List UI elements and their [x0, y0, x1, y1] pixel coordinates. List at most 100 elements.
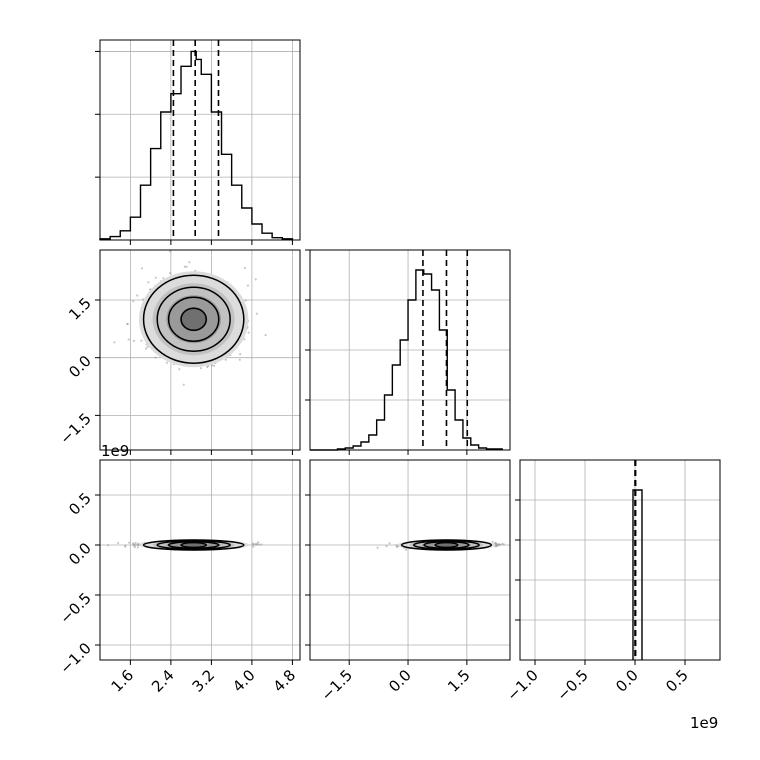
row3-y-label-2: −0.5 [56, 589, 94, 627]
scatter-1-point [169, 272, 172, 275]
hist-3-frame [519, 459, 721, 661]
scatter-1-point [199, 367, 202, 370]
hist-1-frame [99, 39, 301, 241]
col1-x-label-4: 4.8 [270, 666, 300, 696]
scatter-1-point [132, 300, 135, 303]
hist-2-frame [309, 249, 511, 451]
col3-x-label-1: −0.5 [553, 666, 591, 704]
scatter-1-point [183, 265, 186, 268]
scatter-1-point [147, 281, 150, 284]
scatter-3-point [388, 542, 391, 545]
col3-x-label-0: −1.0 [503, 666, 541, 704]
scatter-2-point [133, 544, 136, 547]
scatter-1-point [213, 364, 216, 367]
scatter-1-contour-3 [142, 274, 245, 364]
scatter-2-point [257, 541, 260, 544]
row2-y-offset-label: 1e9 [101, 442, 129, 460]
scatter-2-point [132, 542, 135, 545]
scatter-1-point [254, 278, 257, 281]
scatter-1-point [188, 261, 191, 264]
scatter-3-contour-3 [400, 539, 493, 551]
col1-x-label-3: 4.0 [229, 666, 259, 696]
scatter-1-point [247, 331, 250, 334]
col1-x-label-1: 2.4 [148, 666, 178, 696]
scatter-3-point [385, 545, 388, 548]
scatter-1-point [264, 334, 267, 337]
scatter-3-point [502, 543, 505, 546]
hist-1-step [99, 50, 294, 240]
scatter-1-point [243, 266, 246, 270]
scatter-1-point [246, 284, 249, 287]
scatter-3-point [405, 548, 408, 551]
row2-y-label-1: 0.0 [65, 352, 95, 382]
scatter-1-contour-1 [167, 296, 220, 342]
scatter-1-contour-0 [180, 307, 207, 331]
scatter-1-point [243, 338, 246, 341]
row3-y-label-0: 0.5 [65, 489, 95, 519]
scatter-2-point [252, 545, 255, 548]
scatter-1-frame [99, 249, 301, 451]
scatter-1-point [127, 338, 130, 341]
col2-x-label-2: 1.5 [444, 666, 474, 696]
tick-labels-layer: 1.6 2.4 3.2 4.0 4.8 −1.5 0.0 1.5 −1.0 −0.5 0.0 0.5 1… [56, 294, 691, 704]
panels-layer [95, 39, 721, 665]
scatter-2-point [124, 545, 127, 548]
col2-x-label-1: 0.0 [385, 666, 415, 696]
scatter-2-contour-0 [180, 541, 207, 549]
scatter-1-point [244, 299, 247, 302]
scatter-2-contour-2 [156, 540, 231, 550]
col3-x-label-3: 0.5 [662, 666, 692, 696]
scatter-3-point [376, 546, 379, 549]
scatter-1-contour-2 [156, 286, 231, 352]
scatter-3-point [491, 540, 494, 543]
scatter-2-point [117, 541, 120, 545]
row2-y-label-0: 1.5 [65, 294, 95, 324]
hist-2-step [310, 269, 503, 451]
scatter-3-contour-0 [434, 541, 459, 549]
scatter-1-point [140, 267, 144, 270]
scatter-2-point [128, 541, 131, 544]
col1-x-label-2: 3.2 [189, 666, 219, 696]
scatter-1-point [178, 368, 181, 371]
scatter-1-point [238, 358, 241, 361]
scatter-2-point [136, 546, 139, 549]
hist-3-step [632, 489, 643, 660]
scatter-2-point [260, 543, 263, 546]
scatter-2-point [106, 544, 110, 547]
scatter-1-point [165, 361, 168, 364]
scatter-2-contour-1 [167, 540, 220, 550]
scatter-1-point [239, 353, 242, 356]
scatter-3-point [497, 543, 501, 546]
scatter-1-point [169, 250, 172, 253]
scatter-1-point [126, 322, 129, 325]
scatter-1-point [162, 277, 165, 280]
scatter-2-contour-3 [142, 539, 245, 551]
col3-x-label-2: 0.0 [612, 666, 642, 696]
scatter-1-point [113, 341, 116, 344]
scatter-1-point [146, 345, 149, 348]
row3-y-label-3: −1.0 [56, 639, 94, 677]
scatter-1-point [185, 265, 188, 268]
row3-y-label-1: 0.0 [65, 539, 95, 569]
scatter-1-point [154, 356, 157, 359]
scatter-1-point [136, 294, 139, 297]
col1-x-label-0: 1.6 [108, 666, 138, 696]
scatter-3-frame [309, 459, 511, 661]
row2-y-label-2: −1.5 [56, 409, 94, 447]
scatter-2-point [254, 543, 257, 546]
scatter-1-point [182, 383, 185, 386]
col2-x-offset-label: 1e9 [690, 714, 718, 732]
scatter-2-point [252, 543, 255, 546]
scatter-1-point [224, 358, 227, 361]
scatter-3-contour-1 [423, 540, 470, 550]
scatter-1-point [140, 339, 143, 342]
scatter-2-frame [99, 459, 301, 661]
scatter-1-point [154, 276, 157, 279]
scatter-3-contour-2 [413, 540, 480, 550]
scatter-1-point [255, 312, 258, 315]
col2-x-label-0: −1.5 [318, 666, 356, 704]
scatter-1-point [132, 339, 136, 342]
scatter-1-point [211, 364, 214, 367]
scatter-2-point [134, 541, 137, 545]
